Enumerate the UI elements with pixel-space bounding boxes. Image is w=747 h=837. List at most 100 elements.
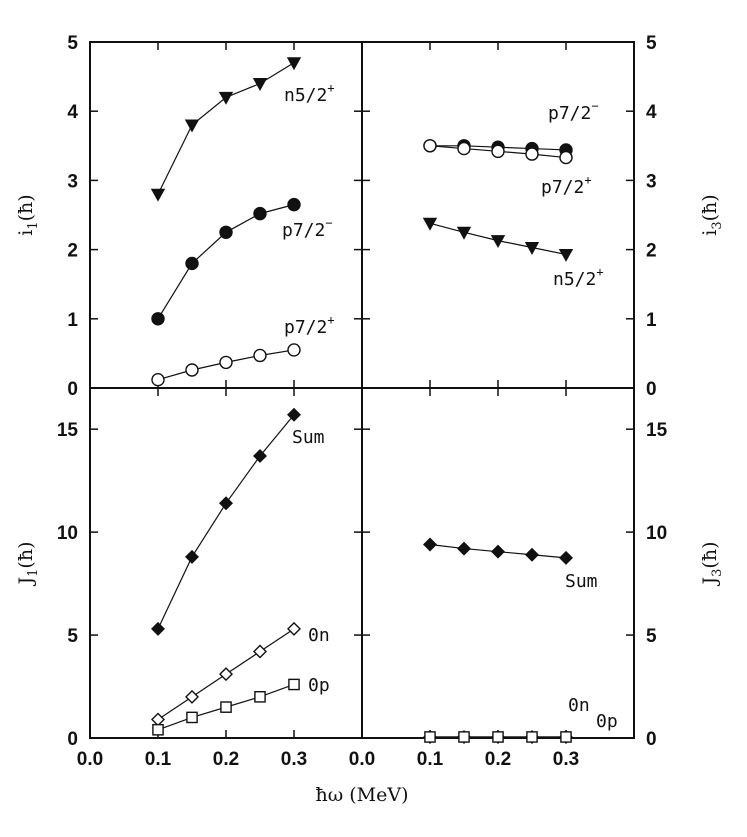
x-tick-label: 0.3 xyxy=(553,749,579,770)
x-tick-label: 0.3 xyxy=(281,749,307,770)
bottom-left-label-0p: 0p xyxy=(308,675,330,696)
top-left-label-p7-2minus: p7/2− xyxy=(282,216,333,241)
bottom-right-label-0n: 0n xyxy=(568,695,590,716)
bottom-right-y-tick-label: 5 xyxy=(646,626,657,647)
top-left-point-p7-2minus xyxy=(219,225,233,240)
bottom-left-point-0p xyxy=(220,701,232,713)
top-right-point-p7-2plus xyxy=(457,141,471,156)
bottom-right-y-tick-label: 10 xyxy=(646,523,667,544)
top-right-y-axis-title: i3(ħ) xyxy=(699,194,725,235)
bottom-left-line-sum xyxy=(157,414,295,630)
panel-top-right: 0 1 2 3 4 5 p7/2− p7/2+ n5/2+ xyxy=(362,33,657,400)
bottom-right-point-0p xyxy=(560,731,572,743)
bottom-left-series-0p xyxy=(152,678,300,736)
top-left-y-tick-label: 5 xyxy=(67,33,78,54)
bottom-left-point-0n xyxy=(219,667,233,682)
top-right-y-tick-label: 2 xyxy=(646,241,657,262)
bottom-right-y-tick-label: 0 xyxy=(646,729,657,750)
bottom-right-label-sum: Sum xyxy=(565,571,598,592)
top-left-point-p7-2plus xyxy=(151,372,165,387)
top-right-y-tick-label: 3 xyxy=(646,171,657,192)
top-left-point-p7-2minus xyxy=(253,206,267,221)
bottom-left-y-tick-label: 0 xyxy=(67,729,78,750)
top-left-point-p7-2plus xyxy=(185,363,199,377)
bottom-left-point-0n xyxy=(151,712,165,727)
top-right-series-n5-2plus xyxy=(422,217,574,262)
x-tick-label: 0.1 xyxy=(417,749,444,770)
panel-top-left: 0 1 2 3 4 5 n5/2+ p7/2− p7/2+ xyxy=(67,33,362,400)
top-left-y-tick-label: 0 xyxy=(67,379,78,400)
top-right-y-tick-label: 4 xyxy=(646,102,657,123)
top-right-label-p7-2plus: p7/2+ xyxy=(541,173,592,198)
panel-bottom-left: 0 5 10 15 Sum 0n 0p xyxy=(57,388,362,750)
bottom-left-series-0n xyxy=(151,621,301,727)
top-left-point-p7-2plus xyxy=(219,355,233,370)
top-left-point-n5-2plus xyxy=(150,188,166,202)
bottom-left-y-tick-label: 5 xyxy=(67,626,78,647)
top-left-point-n5-2plus xyxy=(252,78,268,91)
top-right-point-n5-2plus xyxy=(524,242,540,255)
top-right-point-p7-2plus xyxy=(525,147,539,161)
bottom-left-point-0p xyxy=(254,691,266,703)
top-left-y-axis-title: i1(ħ) xyxy=(15,194,41,235)
top-right-label-n5-2plus: n5/2+ xyxy=(553,265,604,290)
bottom-right-point-0p xyxy=(458,731,470,743)
top-right-y-tick-label: 1 xyxy=(646,310,657,331)
bottom-left-series-sum xyxy=(151,407,301,636)
bottom-right-point-sum xyxy=(559,550,573,565)
top-right-label-p7-2minus: p7/2− xyxy=(548,99,599,124)
bottom-left-y-tick-label: 15 xyxy=(57,420,79,441)
bottom-right-point-sum xyxy=(491,544,505,559)
bottom-left-point-0p xyxy=(288,678,300,691)
bottom-right-series-sum xyxy=(423,537,573,565)
top-left-point-p7-2plus xyxy=(287,343,301,357)
bottom-right-point-0p xyxy=(424,731,436,743)
top-right-point-p7-2plus xyxy=(559,150,573,165)
bottom-left-label-sum: Sum xyxy=(292,427,325,448)
top-right-y-tick-label: 5 xyxy=(646,33,657,54)
x-tick-label: 0.0 xyxy=(349,749,375,770)
bottom-left-label-0n: 0n xyxy=(308,625,330,646)
top-left-y-tick-label: 4 xyxy=(67,102,78,123)
panel-bottom-right: 0 5 10 15 Sum 0n 0p xyxy=(362,388,668,750)
x-tick-label: 0.2 xyxy=(213,749,239,770)
bottom-right-point-sum xyxy=(525,547,539,562)
top-left-point-p7-2minus xyxy=(151,312,165,326)
bottom-left-point-sum xyxy=(287,407,301,422)
top-left-point-n5-2plus xyxy=(218,91,234,105)
top-left-point-n5-2plus xyxy=(286,57,302,71)
bottom-left-point-sum xyxy=(185,549,199,564)
bottom-left-point-sum xyxy=(219,496,233,511)
bottom-left-point-0n xyxy=(253,644,267,659)
top-right-point-p7-2plus xyxy=(491,144,505,159)
bottom-left-point-0n xyxy=(287,621,301,636)
top-left-y-tick-label: 1 xyxy=(67,310,78,331)
top-left-point-p7-2plus xyxy=(253,348,267,363)
panels-group: 0 1 2 3 4 5 n5/2+ p7/2− p7/2+ 0 1 2 3 4 5 p7/2− p7/2+ n5/… xyxy=(57,33,668,750)
top-right-y-tick-label: 0 xyxy=(646,379,657,400)
bottom-left-point-0p xyxy=(186,711,198,724)
bottom-left-y-axis-title: J1(ħ) xyxy=(15,542,41,587)
bottom-right-point-sum xyxy=(423,537,437,552)
top-left-y-tick-label: 3 xyxy=(67,171,78,192)
x-tick-label: 0.0 xyxy=(77,749,103,770)
x-tick-label: 0.2 xyxy=(485,749,511,770)
bottom-left-point-sum xyxy=(253,448,267,463)
top-left-line-n5-2plus xyxy=(157,62,295,195)
top-right-point-n5-2plus xyxy=(558,248,574,262)
top-left-label-p7-2plus: p7/2+ xyxy=(284,313,335,338)
x-tick-label: 0.1 xyxy=(145,749,172,770)
top-left-point-n5-2plus xyxy=(184,119,200,133)
bottom-right-label-0p: 0p xyxy=(596,711,618,732)
x-axis-title: ħω (MeV) xyxy=(315,784,408,806)
top-left-point-p7-2minus xyxy=(185,256,199,271)
top-right-series-p7-2plus xyxy=(423,139,573,165)
top-right-point-n5-2plus xyxy=(490,235,506,249)
top-right-point-p7-2plus xyxy=(423,139,437,153)
top-left-series-n5-2plus xyxy=(150,57,302,202)
bottom-right-y-axis-title: J3(ħ) xyxy=(699,542,725,587)
bottom-right-y-tick-label: 15 xyxy=(646,420,668,441)
bottom-right-point-0p xyxy=(526,731,538,743)
top-left-series-p7-2minus xyxy=(151,197,301,326)
